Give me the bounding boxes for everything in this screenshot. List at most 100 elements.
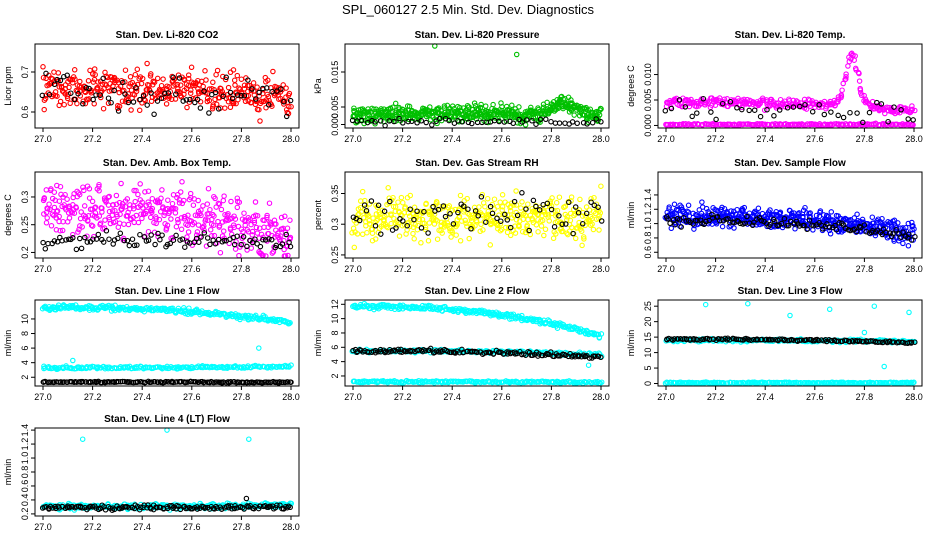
data-point (70, 235, 76, 241)
data-point (98, 94, 104, 101)
data-point (89, 198, 96, 205)
data-point (425, 230, 431, 236)
data-point (484, 195, 491, 202)
data-point (800, 213, 806, 220)
series-primary (663, 300, 918, 370)
data-point (912, 233, 918, 240)
data-point (271, 363, 277, 370)
data-point (181, 305, 187, 311)
data-point (501, 119, 508, 125)
data-point (111, 87, 117, 94)
y-tick-label: 0.010 (643, 63, 653, 86)
data-point (99, 379, 105, 386)
data-point (130, 203, 137, 209)
data-point (801, 222, 807, 229)
data-point (491, 196, 498, 202)
data-point (102, 81, 108, 87)
data-point (390, 203, 397, 210)
data-point (187, 190, 194, 197)
data-point (446, 117, 452, 124)
data-point (122, 91, 128, 97)
x-tick-label: 27.0 (34, 134, 52, 144)
data-point (92, 210, 99, 216)
data-point (390, 194, 396, 201)
data-point (572, 204, 579, 210)
data-point (66, 84, 72, 91)
data-point (593, 216, 600, 222)
data-point (191, 220, 197, 226)
data-point (721, 96, 728, 103)
data-point (244, 243, 250, 250)
data-point (62, 191, 68, 198)
data-point (173, 232, 179, 239)
data-point (498, 218, 504, 224)
data-point (223, 74, 229, 81)
data-point (264, 91, 270, 98)
x-tick-label: 27.4 (133, 392, 151, 402)
data-point (225, 84, 232, 91)
data-point (879, 215, 885, 222)
data-point (232, 246, 239, 252)
data-point (504, 229, 511, 236)
data-point (149, 205, 156, 212)
data-point (551, 108, 558, 114)
data-point (248, 100, 254, 106)
data-point (548, 203, 555, 209)
data-point (280, 82, 286, 88)
data-point (576, 379, 583, 386)
data-point (911, 226, 917, 232)
data-point (131, 242, 138, 249)
data-point (214, 67, 221, 74)
data-point (510, 120, 516, 127)
x-tick-label: 27.6 (183, 392, 201, 402)
x-tick-label: 27.4 (756, 264, 774, 274)
data-point (152, 241, 158, 248)
data-point (184, 234, 190, 240)
data-point (572, 235, 579, 242)
data-point (206, 97, 213, 104)
data-point (741, 204, 748, 211)
data-point (793, 218, 800, 225)
data-point (86, 186, 93, 192)
data-point (133, 212, 140, 219)
data-point (287, 217, 293, 223)
data-point (125, 221, 132, 228)
data-point (584, 121, 590, 127)
data-point (51, 238, 58, 244)
data-point (74, 100, 80, 107)
data-point (105, 95, 112, 101)
data-point (598, 353, 605, 360)
data-point (79, 224, 85, 230)
data-point (375, 202, 382, 209)
data-point (536, 207, 543, 213)
chart-ambtemp: Stan. Dev. Amb. Box Temp.degrees C27.0 27… (3, 158, 300, 274)
data-point (457, 192, 464, 199)
data-point (135, 219, 142, 226)
data-point (489, 210, 496, 217)
data-point (148, 71, 154, 77)
data-point (516, 223, 522, 230)
data-point (151, 111, 157, 118)
data-point (210, 79, 216, 86)
data-point (87, 67, 93, 74)
data-point (276, 364, 283, 370)
data-point (761, 107, 768, 113)
data-point (478, 194, 485, 200)
data-point (700, 95, 707, 102)
y-axis-label: ml/min (626, 202, 636, 229)
data-point (816, 102, 822, 108)
data-point (575, 353, 582, 360)
data-point (499, 204, 506, 210)
data-point (182, 214, 188, 220)
data-point (544, 200, 551, 207)
data-point (361, 303, 368, 310)
data-point (553, 231, 559, 237)
data-point (553, 199, 560, 206)
data-point (472, 208, 479, 214)
x-tick-label: 28.0 (592, 264, 610, 274)
data-point (583, 204, 590, 210)
data-point (667, 220, 673, 227)
data-point (749, 222, 756, 229)
data-point (145, 188, 152, 194)
